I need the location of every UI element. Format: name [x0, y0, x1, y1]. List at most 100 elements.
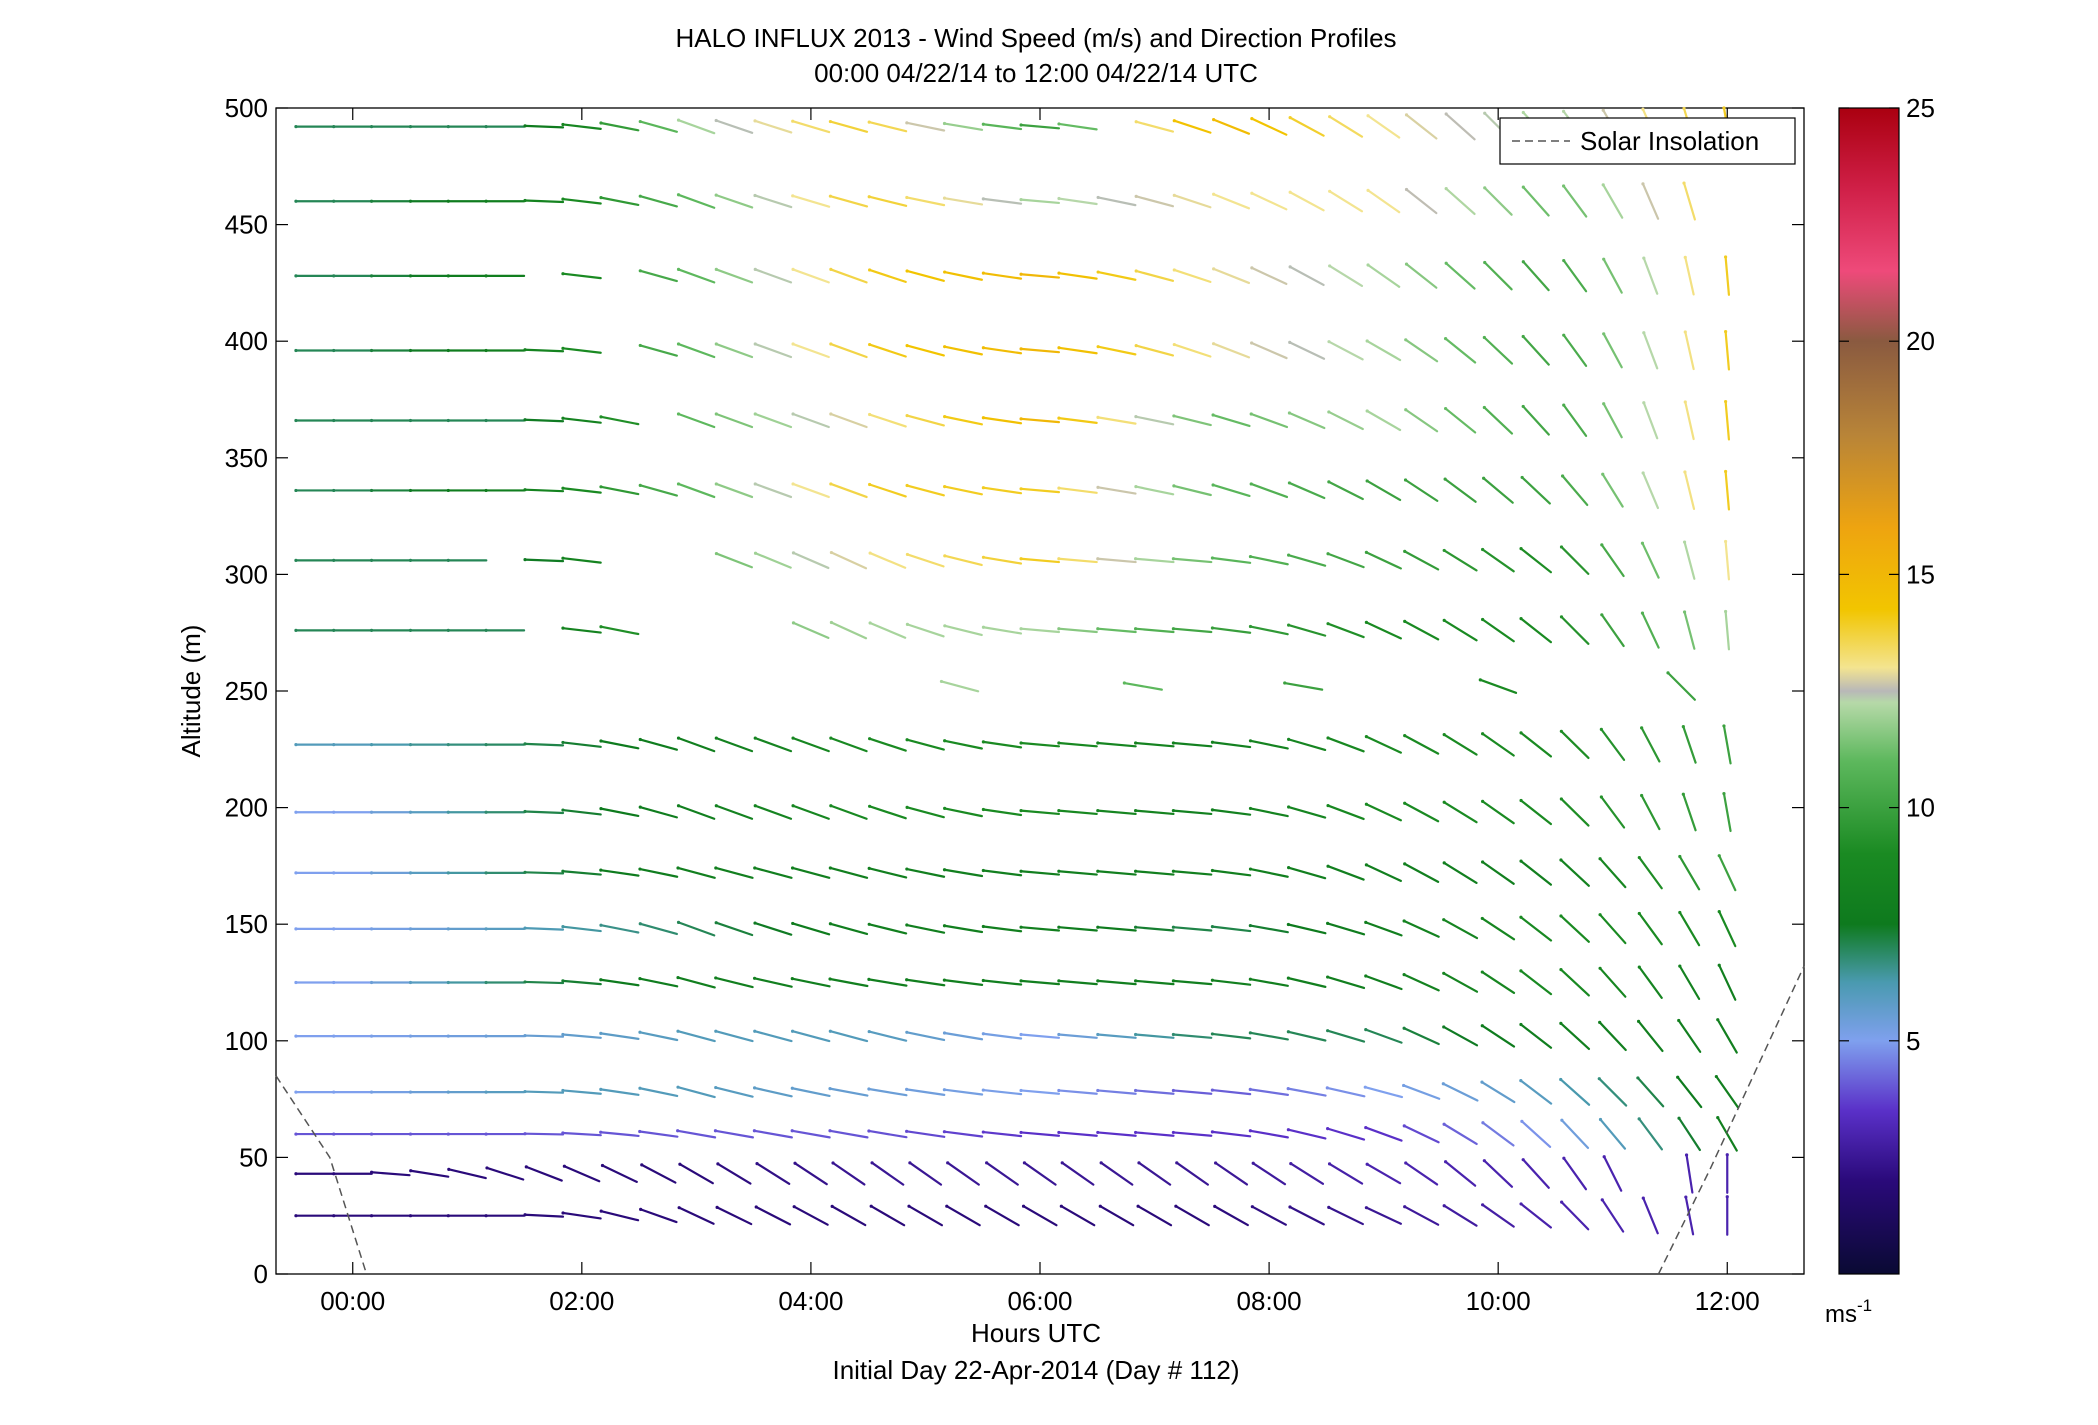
wind-vector-head [791, 551, 796, 555]
wind-vector-head [1057, 416, 1061, 420]
wind-vector [982, 123, 1023, 131]
wind-vector-head [1057, 196, 1061, 201]
wind-vector-head [1725, 1195, 1729, 1199]
wind-vector [829, 922, 869, 936]
wind-vector-head [1248, 1129, 1252, 1133]
wind-vector-head [1287, 411, 1292, 415]
wind-vector [982, 925, 1023, 933]
wind-vector-head [753, 412, 757, 416]
wind-vector-head [332, 1034, 336, 1038]
wind-vector [869, 551, 907, 569]
colorbar-tick-label: 20 [1906, 326, 1935, 356]
wind-vector-head [1057, 925, 1061, 929]
wind-vector [1366, 479, 1402, 502]
wind-vector [716, 1206, 753, 1226]
wind-vector [1287, 923, 1327, 935]
wind-vector [1057, 272, 1098, 280]
wind-vector-head [1482, 405, 1486, 410]
wind-vector-head [599, 415, 603, 419]
wind-vector [791, 977, 831, 988]
wind-vector-head [408, 1214, 413, 1218]
wind-vector-head [753, 921, 757, 925]
wind-vector [561, 1211, 602, 1220]
wind-vector-head [1021, 1204, 1026, 1208]
wind-vector [1134, 1089, 1175, 1095]
wind-vector-head [523, 742, 527, 746]
wind-vector-head [1676, 1075, 1680, 1079]
wind-vector-head [1442, 548, 1446, 553]
wind-vector-head [1096, 869, 1100, 873]
wind-vector-head [1480, 970, 1484, 974]
wind-vector [599, 978, 640, 987]
wind-vector [678, 1163, 714, 1185]
wind-vector-head [1057, 486, 1061, 490]
wind-vector-head [1172, 268, 1176, 272]
wind-vector [1481, 917, 1516, 941]
wind-vector [1364, 974, 1403, 991]
wind-vector-head [332, 1214, 336, 1218]
wind-vector-head [294, 927, 298, 931]
wind-vector-head [1019, 979, 1023, 983]
wind-vector-head [561, 346, 565, 350]
wind-vector [982, 808, 1023, 817]
wind-vector-head [1327, 480, 1331, 484]
wind-vector [1445, 112, 1476, 141]
wind-vector [1403, 802, 1440, 823]
wind-vector-head [713, 1129, 718, 1133]
wind-vector-head [1642, 331, 1646, 335]
wind-vector-head [792, 1205, 796, 1209]
wind-vector-head [638, 1030, 642, 1034]
wind-vector-head [1122, 681, 1126, 685]
wind-vector [1211, 483, 1251, 498]
wind-vector-head [1481, 799, 1485, 803]
wind-vector-head [1286, 922, 1290, 927]
wind-vector [639, 922, 678, 936]
wind-vector-head [1481, 732, 1485, 736]
wind-vector-head [1402, 973, 1406, 977]
wind-vector-head [868, 551, 872, 555]
wind-vector-head [1559, 1021, 1563, 1025]
y-tick-label: 250 [225, 676, 268, 706]
wind-vector-head [1602, 257, 1606, 261]
wind-vector-head [1327, 1162, 1332, 1166]
wind-vector-head [1560, 474, 1565, 478]
wind-vector-head [1559, 858, 1563, 862]
wind-vector-head [1478, 678, 1482, 682]
wind-vector-head [1328, 264, 1332, 268]
wind-vector-head [829, 342, 833, 346]
wind-vector [1134, 809, 1175, 816]
wind-vector-head [1636, 1019, 1641, 1023]
wind-vector [1403, 1124, 1440, 1144]
wind-vector [1600, 543, 1625, 578]
wind-vector [1100, 1161, 1134, 1186]
wind-vector-head [1442, 1025, 1446, 1029]
wind-vector-head [676, 482, 681, 486]
wind-vector [1724, 400, 1731, 441]
wind-vector [868, 195, 908, 207]
wind-vector [639, 806, 678, 819]
wind-vector-head [1210, 1088, 1214, 1092]
wind-vector [639, 484, 678, 497]
wind-vector-head [1327, 340, 1331, 344]
wind-vector-head [446, 1132, 450, 1136]
wind-vector-head [1519, 547, 1523, 551]
wind-vector-head [1678, 910, 1682, 915]
wind-vector-head [828, 194, 833, 198]
wind-vector [1135, 120, 1174, 133]
wind-vector-head [1442, 971, 1446, 975]
wind-vector [867, 978, 908, 987]
wind-vector [754, 804, 793, 820]
wind-vector [829, 342, 868, 359]
wind-vector [1405, 188, 1438, 215]
wind-vector-head [943, 415, 947, 419]
wind-vector [830, 551, 868, 570]
wind-vector-head [1561, 109, 1566, 114]
wind-vector [1328, 115, 1364, 138]
wind-vector [1601, 1198, 1625, 1233]
wind-vector [1328, 190, 1364, 213]
wind-vector [1364, 921, 1403, 937]
wind-vector [754, 482, 793, 499]
wind-vector-head [561, 122, 565, 127]
wind-vector-head [981, 807, 985, 812]
wind-vector-head [1057, 741, 1061, 745]
